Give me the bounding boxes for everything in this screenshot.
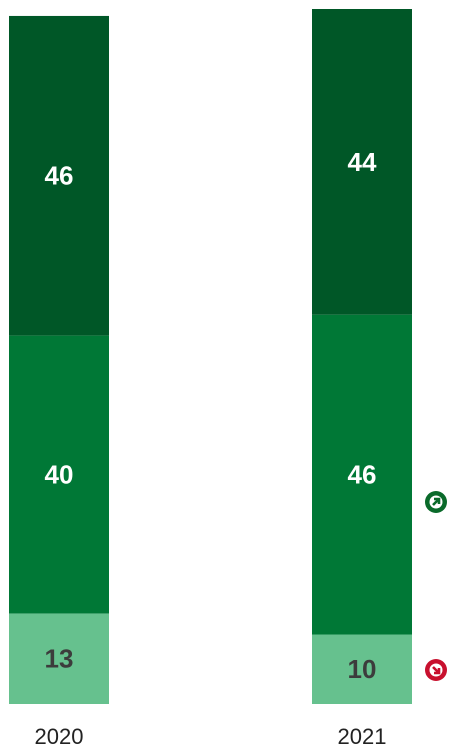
bar-segment: [312, 9, 412, 315]
trend-down-icon: [425, 659, 447, 681]
value-label: 40: [45, 460, 74, 490]
value-label: 46: [348, 460, 377, 490]
bar-segment: [312, 634, 412, 704]
trend-up-icon: [425, 491, 447, 513]
x-tick-label: 2021: [338, 724, 387, 747]
value-label: 13: [45, 644, 74, 674]
value-label: 10: [348, 654, 377, 684]
value-label: 44: [348, 147, 377, 177]
x-tick-label: 2020: [35, 724, 84, 747]
bar-segment: [9, 15, 109, 336]
bar-segment: [9, 335, 109, 614]
bar-segment: [9, 613, 109, 704]
bar-segment: [312, 314, 412, 635]
value-label: 46: [45, 161, 74, 191]
